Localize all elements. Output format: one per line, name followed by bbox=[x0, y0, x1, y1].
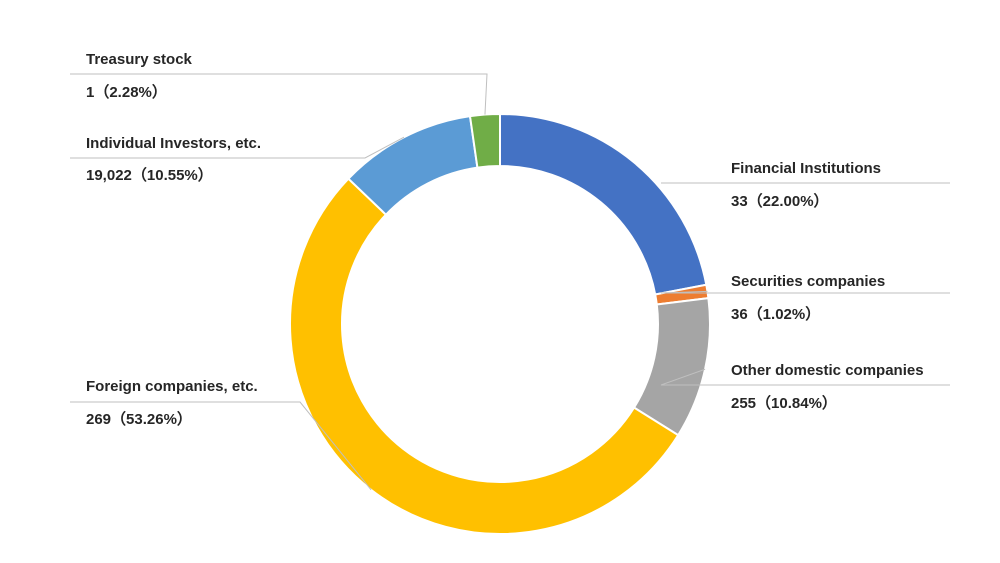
slice-foreign-companies-etc bbox=[289, 177, 680, 535]
leader-line-foreign-companies-etc bbox=[70, 401, 372, 491]
slice-label-securities-companies: Securities companies bbox=[731, 273, 886, 290]
slices bbox=[289, 112, 711, 535]
slice-value-securities-companies: 36（1.02%） bbox=[731, 306, 821, 323]
slice-value-foreign-companies: 269（53.26%） bbox=[86, 411, 192, 428]
slice-value-individual-investors: 19,022（10.55%） bbox=[86, 167, 213, 184]
leader-lines bbox=[70, 73, 950, 491]
slice-treasury-stock bbox=[468, 112, 501, 169]
slice-label-financial-institutions: Financial Institutions bbox=[731, 160, 882, 177]
leader-line-individual-investors-etc bbox=[70, 136, 405, 159]
slice-value-treasury-stock: 1（2.28%） bbox=[86, 84, 167, 101]
slice-value-other-domestic-companies: 255（10.84%） bbox=[731, 395, 837, 412]
slice-label-foreign-companies: Foreign companies, etc. bbox=[86, 378, 258, 395]
leader-line-other-domestic-companies bbox=[660, 368, 950, 386]
slice-financial-institutions bbox=[499, 112, 708, 296]
slice-value-financial-institutions: 33（22.00%） bbox=[731, 193, 829, 210]
slice-label-other-domestic-companies: Other domestic companies bbox=[731, 362, 924, 379]
leader-line-treasury-stock bbox=[70, 73, 488, 115]
slice-label-treasury-stock: Treasury stock bbox=[86, 51, 192, 68]
slice-label-individual-investors: Individual Investors, etc. bbox=[86, 135, 262, 152]
leader-line-securities-companies bbox=[660, 290, 950, 294]
